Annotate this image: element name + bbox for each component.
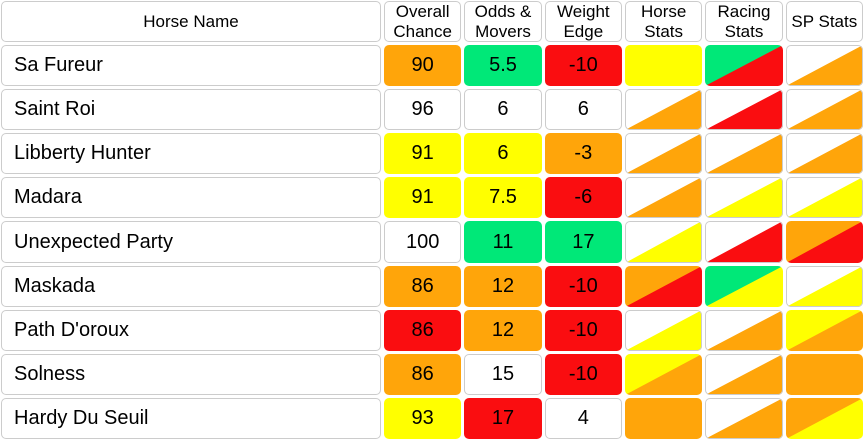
weight-edge-cell: -6 bbox=[544, 177, 622, 219]
sp-stats-cell bbox=[785, 45, 863, 87]
sp-stats-cell bbox=[785, 397, 863, 439]
odds-movers-cell: 6 bbox=[464, 89, 542, 131]
odds-movers-cell: 17 bbox=[464, 397, 542, 439]
overall-chance-cell: 91 bbox=[384, 177, 462, 219]
odds-movers-cell: 12 bbox=[464, 265, 542, 307]
horse-name-cell: Solness bbox=[1, 353, 381, 395]
horse-stats-cell bbox=[625, 265, 703, 307]
odds-movers-cell: 11 bbox=[464, 221, 542, 263]
header-overall-chance: Overall Chance bbox=[384, 1, 462, 43]
overall-chance-cell: 100 bbox=[384, 221, 462, 263]
racing-stats-cell bbox=[705, 45, 783, 87]
header-weight-edge: Weight Edge bbox=[544, 1, 622, 43]
sp-stats-cell bbox=[785, 221, 863, 263]
racing-stats-cell bbox=[705, 89, 783, 131]
horse-stats-cell bbox=[625, 353, 703, 395]
header-sp-stats: SP Stats bbox=[785, 1, 863, 43]
weight-edge-cell: -10 bbox=[544, 45, 622, 87]
odds-movers-cell: 6 bbox=[464, 133, 542, 175]
overall-chance-cell: 86 bbox=[384, 265, 462, 307]
racing-stats-cell bbox=[705, 133, 783, 175]
overall-chance-cell: 91 bbox=[384, 133, 462, 175]
horse-stats-cell bbox=[625, 45, 703, 87]
overall-chance-cell: 96 bbox=[384, 89, 462, 131]
horse-name-cell: Libberty Hunter bbox=[1, 133, 381, 175]
racing-stats-cell bbox=[705, 353, 783, 395]
overall-chance-cell: 93 bbox=[384, 397, 462, 439]
horse-name-cell: Unexpected Party bbox=[1, 221, 381, 263]
sp-stats-cell bbox=[785, 133, 863, 175]
sp-stats-cell bbox=[785, 89, 863, 131]
overall-chance-cell: 86 bbox=[384, 309, 462, 351]
weight-edge-cell: -3 bbox=[544, 133, 622, 175]
weight-edge-cell: -10 bbox=[544, 309, 622, 351]
horse-name-cell: Sa Fureur bbox=[1, 45, 381, 87]
horse-stats-cell bbox=[625, 89, 703, 131]
odds-movers-cell: 15 bbox=[464, 353, 542, 395]
horse-name-cell: Hardy Du Seuil bbox=[1, 397, 381, 439]
sp-stats-cell bbox=[785, 353, 863, 395]
weight-edge-cell: 6 bbox=[544, 89, 622, 131]
horse-stats-cell bbox=[625, 133, 703, 175]
sp-stats-cell bbox=[785, 265, 863, 307]
horse-name-cell: Maskada bbox=[1, 265, 381, 307]
racing-stats-cell bbox=[705, 177, 783, 219]
horse-name-cell: Madara bbox=[1, 177, 381, 219]
racing-stats-cell bbox=[705, 309, 783, 351]
horse-stats-cell bbox=[625, 309, 703, 351]
racing-stats-cell bbox=[705, 221, 783, 263]
sp-stats-cell bbox=[785, 309, 863, 351]
racing-stats-cell bbox=[705, 397, 783, 439]
odds-movers-cell: 5.5 bbox=[464, 45, 542, 87]
overall-chance-cell: 90 bbox=[384, 45, 462, 87]
horse-stats-cell bbox=[625, 177, 703, 219]
weight-edge-cell: 17 bbox=[544, 221, 622, 263]
horse-name-cell: Path D'oroux bbox=[1, 309, 381, 351]
odds-movers-cell: 7.5 bbox=[464, 177, 542, 219]
horse-name-cell: Saint Roi bbox=[1, 89, 381, 131]
sp-stats-cell bbox=[785, 177, 863, 219]
horse-stats-cell bbox=[625, 221, 703, 263]
odds-movers-cell: 12 bbox=[464, 309, 542, 351]
header-horse-stats: Horse Stats bbox=[625, 1, 703, 43]
header-racing-stats: Racing Stats bbox=[705, 1, 783, 43]
header-horse-name: Horse Name bbox=[1, 1, 381, 43]
weight-edge-cell: 4 bbox=[544, 397, 622, 439]
overall-chance-cell: 86 bbox=[384, 353, 462, 395]
weight-edge-cell: -10 bbox=[544, 353, 622, 395]
header-odds-movers: Odds & Movers bbox=[464, 1, 542, 43]
weight-edge-cell: -10 bbox=[544, 265, 622, 307]
racing-stats-cell bbox=[705, 265, 783, 307]
horse-stats-cell bbox=[625, 397, 703, 439]
